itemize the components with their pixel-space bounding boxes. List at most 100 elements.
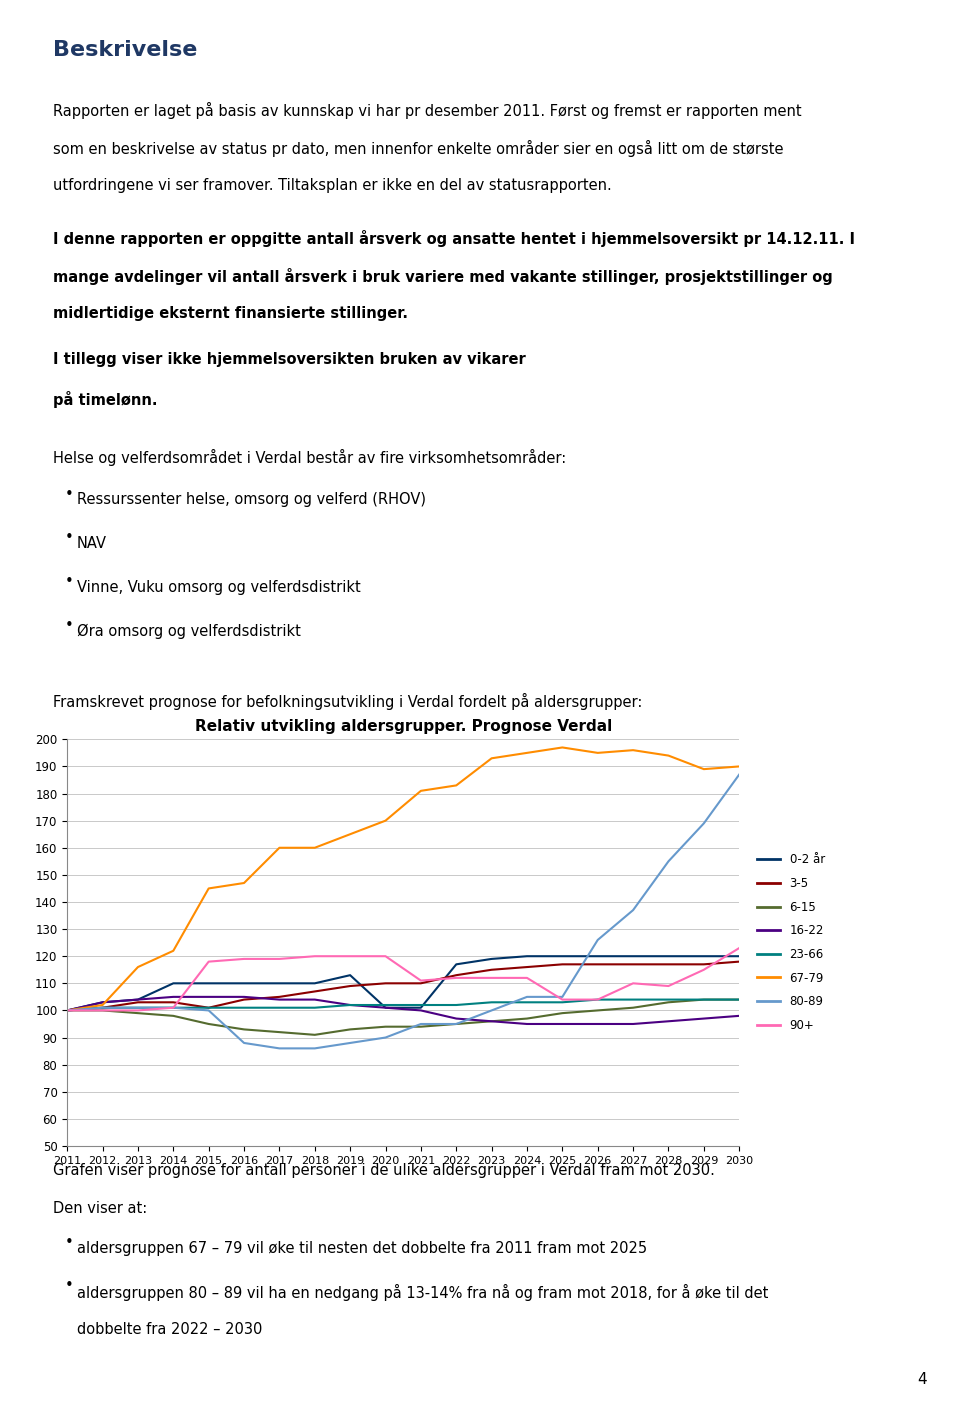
80-89 [557,988,568,1005]
Text: Den viser at:: Den viser at: [53,1202,147,1216]
Text: •: • [64,487,73,501]
6-15 [309,1027,321,1043]
Text: på timelønn.: på timelønn. [53,391,157,408]
80-89 [309,1039,321,1056]
0-2 år [97,994,108,1011]
6-15 [627,1000,638,1017]
80-89 [662,853,674,870]
3-5 [132,994,144,1011]
6-15 [345,1021,356,1038]
3-5 [415,974,426,991]
67-79 [97,997,108,1014]
3-5 [733,953,745,970]
Line: 3-5: 3-5 [67,962,739,1011]
16-22 [450,1010,462,1027]
Text: 4: 4 [917,1371,926,1387]
80-89 [415,1015,426,1032]
0-2 år [557,947,568,964]
23-66 [345,997,356,1014]
Text: I denne rapporten er oppgitte antall årsverk og ansatte hentet i hjemmelsoversik: I denne rapporten er oppgitte antall års… [53,230,854,247]
80-89 [203,1003,214,1019]
Legend: 0-2 år, 3-5, 6-15, 16-22, 23-66, 67-79, 80-89, 90+: 0-2 år, 3-5, 6-15, 16-22, 23-66, 67-79, … [752,849,829,1036]
6-15 [486,1012,497,1029]
Text: Beskrivelse: Beskrivelse [53,40,197,59]
90+ [486,970,497,987]
3-5 [557,956,568,973]
0-2 år [450,956,462,973]
6-15 [168,1007,180,1024]
3-5 [627,956,638,973]
6-15 [61,1003,73,1019]
67-79 [627,741,638,758]
80-89 [450,1015,462,1032]
Text: mange avdelinger vil antall årsverk i bruk variere med vakante stillinger, prosj: mange avdelinger vil antall årsverk i br… [53,268,832,285]
6-15 [592,1003,604,1019]
6-15 [132,1005,144,1022]
6-15 [274,1024,285,1041]
80-89 [380,1029,392,1046]
23-66 [450,997,462,1014]
0-2 år [203,974,214,991]
67-79 [274,839,285,856]
80-89 [345,1035,356,1052]
23-66 [97,1000,108,1017]
80-89 [627,902,638,919]
23-66 [238,1000,250,1017]
16-22 [415,1003,426,1019]
0-2 år [521,947,533,964]
90+ [592,991,604,1008]
16-22 [168,988,180,1005]
23-66 [61,1003,73,1019]
67-79 [557,738,568,755]
16-22 [238,988,250,1005]
67-79 [698,761,709,778]
Text: Framskrevet prognose for befolkningsutvikling i Verdal fordelt på aldersgrupper:: Framskrevet prognose for befolkningsutvi… [53,693,642,710]
23-66 [168,1000,180,1017]
6-15 [521,1010,533,1027]
Title: Relativ utvikling aldersgrupper. Prognose Verdal: Relativ utvikling aldersgrupper. Prognos… [195,719,612,734]
3-5 [521,959,533,976]
80-89 [238,1035,250,1052]
6-15 [380,1018,392,1035]
67-79 [521,744,533,761]
90+ [380,947,392,964]
67-79 [309,839,321,856]
Text: Rapporten er laget på basis av kunnskap vi har pr desember 2011. Først og fremst: Rapporten er laget på basis av kunnskap … [53,102,802,119]
16-22 [274,991,285,1008]
90+ [450,970,462,987]
0-2 år [132,991,144,1008]
Text: I tillegg viser ikke hjemmelsoversikten bruken av vikarer: I tillegg viser ikke hjemmelsoversikten … [53,353,525,367]
0-2 år [592,947,604,964]
90+ [309,947,321,964]
Text: aldersgruppen 80 – 89 vil ha en nedgang på 13-14% fra nå og fram mot 2018, for å: aldersgruppen 80 – 89 vil ha en nedgang … [77,1284,768,1300]
Text: aldersgruppen 67 – 79 vil øke til nesten det dobbelte fra 2011 fram mot 2025: aldersgruppen 67 – 79 vil øke til nesten… [77,1241,647,1255]
80-89 [274,1039,285,1056]
23-66 [592,991,604,1008]
0-2 år [238,974,250,991]
90+ [274,950,285,967]
0-2 år [415,1000,426,1017]
67-79 [592,744,604,761]
90+ [415,971,426,988]
80-89 [733,767,745,784]
Text: NAV: NAV [77,537,107,551]
Text: •: • [64,1278,73,1293]
3-5 [380,974,392,991]
80-89 [97,1000,108,1017]
80-89 [698,815,709,832]
0-2 år [345,967,356,984]
67-79 [345,826,356,843]
90+ [698,962,709,979]
90+ [238,950,250,967]
3-5 [309,983,321,1000]
67-79 [486,750,497,767]
67-79 [61,1003,73,1019]
67-79 [238,874,250,891]
3-5 [274,988,285,1005]
67-79 [380,812,392,829]
Line: 90+: 90+ [67,947,739,1011]
0-2 år [486,950,497,967]
90+ [203,953,214,970]
6-15 [415,1018,426,1035]
23-66 [132,1000,144,1017]
